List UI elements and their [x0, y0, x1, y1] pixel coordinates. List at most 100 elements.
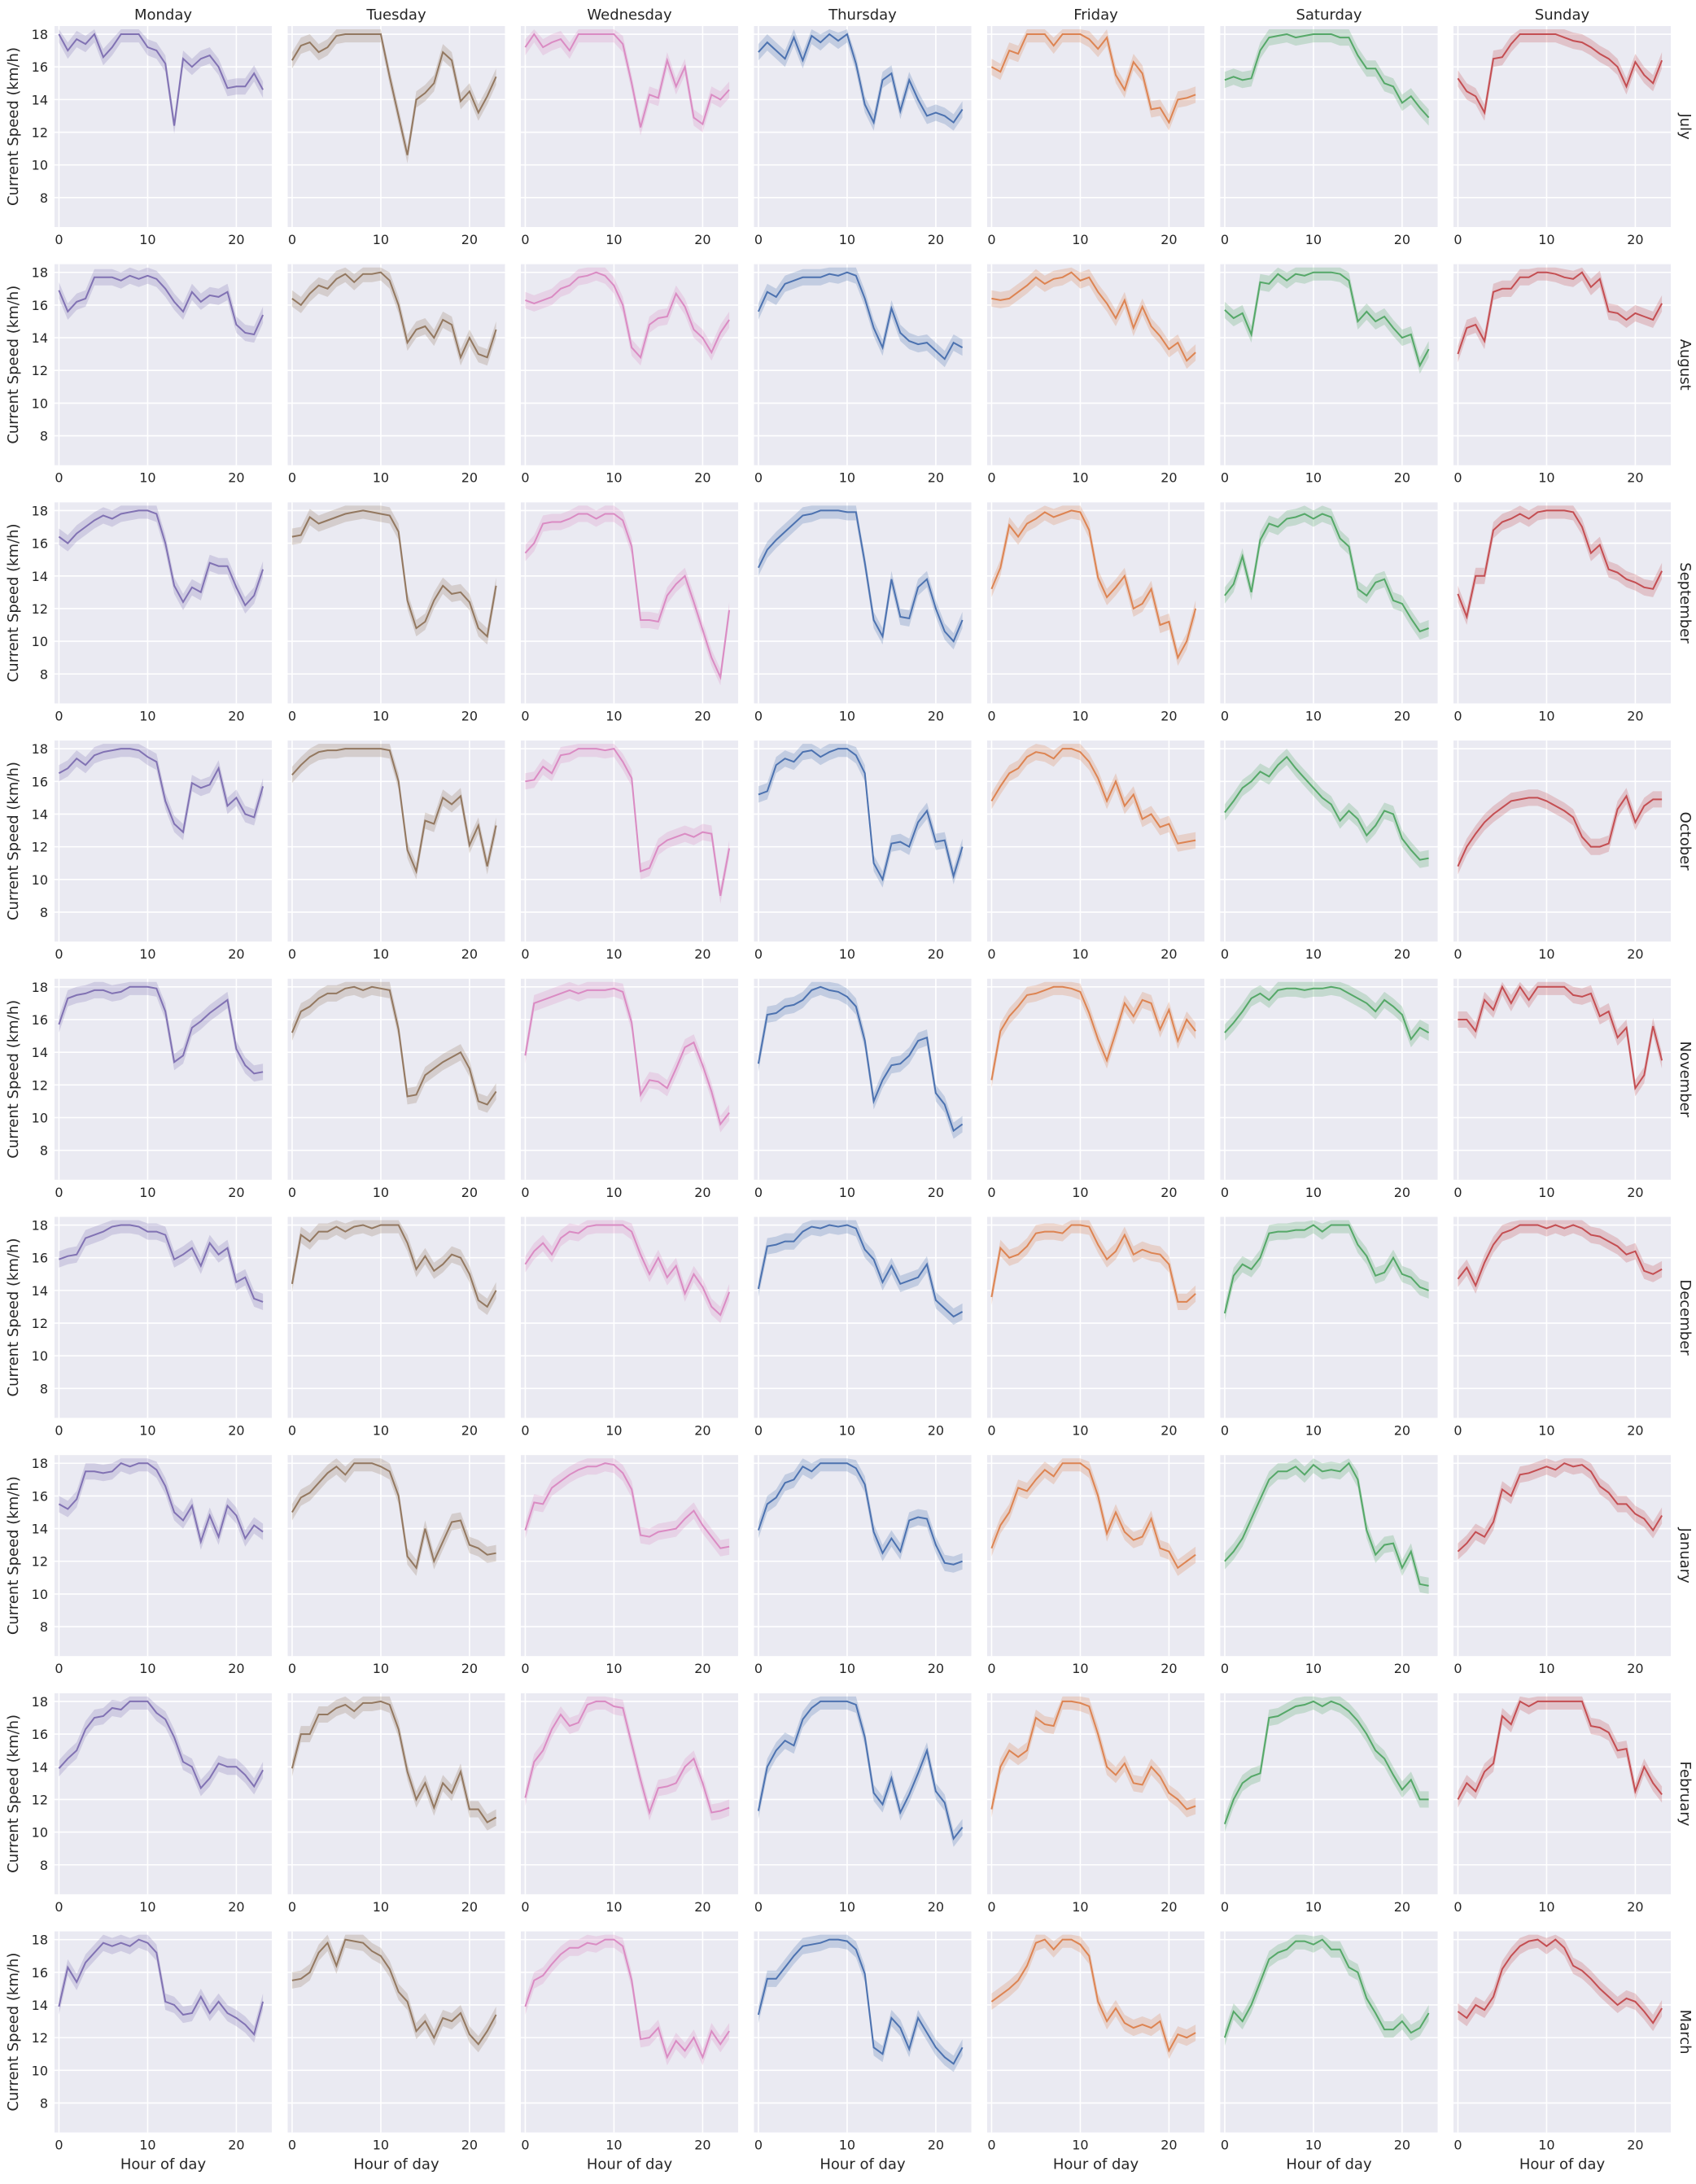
series-line-tuesday [291, 748, 497, 875]
x-tick-label: 0 [1221, 1661, 1229, 1676]
x-tick-label: 0 [55, 708, 63, 723]
confidence-band [1458, 1696, 1663, 1808]
x-tick-label: 0 [288, 708, 296, 723]
x-tick-label: 0 [987, 2138, 995, 2153]
column-title-friday: Friday [1073, 7, 1118, 24]
series-line-tuesday [291, 1938, 497, 2046]
x-tick-label: 10 [839, 470, 855, 486]
x-tick-label: 10 [839, 708, 855, 723]
x-tick-label: 0 [987, 232, 995, 247]
confidence-band [525, 744, 730, 904]
panel-background [287, 1693, 505, 1894]
series-line-sunday [1457, 509, 1663, 620]
series-line-thursday [757, 1938, 964, 2065]
column-title-sunday: Sunday [1535, 7, 1590, 24]
y-tick-label: 10 [32, 2063, 48, 2078]
x-tick-label: 0 [521, 1185, 529, 1200]
x-axis-label: Hour of day [1053, 2156, 1139, 2173]
y-tick-label: 16 [32, 1251, 48, 1266]
series-line-thursday [757, 1700, 964, 1841]
x-tick-label: 10 [139, 1899, 155, 1915]
confidence-band [1458, 29, 1663, 121]
panel-background [55, 1216, 272, 1418]
panel-background [1453, 740, 1671, 942]
x-tick-label: 0 [1221, 946, 1229, 962]
panel-background [287, 1216, 505, 1418]
x-tick-label: 10 [1538, 1661, 1554, 1676]
series-line-friday [990, 748, 1196, 845]
x-tick-label: 0 [521, 1423, 529, 1439]
panel-july-monday: 0 10 20 8 10 12 14 16 18 [32, 26, 272, 247]
y-axis-label: Current Speed (km/h) [5, 1476, 22, 1635]
confidence-band [291, 267, 496, 366]
confidence-band [758, 744, 963, 888]
x-tick-label: 10 [1538, 1899, 1554, 1915]
y-tick-label: 8 [40, 666, 48, 682]
x-tick-label: 20 [694, 1661, 710, 1676]
panel-background [987, 502, 1204, 704]
panel-background [1220, 264, 1438, 465]
x-tick-label: 0 [1453, 1661, 1462, 1676]
panel-march-wednesday: 0 10 20 Hour of day [521, 1931, 738, 2173]
x-tick-label: 20 [1394, 1899, 1410, 1915]
confidence-band [758, 29, 963, 131]
x-tick-label: 0 [1453, 946, 1462, 962]
x-tick-label: 20 [1161, 232, 1177, 247]
x-tick-label: 10 [1072, 470, 1088, 486]
panel-august-thursday: 0 10 20 [754, 264, 972, 486]
series-line-friday [990, 1224, 1196, 1303]
panel-background [521, 1931, 738, 2133]
x-tick-label: 20 [1161, 1899, 1177, 1915]
panel-january-tuesday: 0 10 20 [287, 1455, 505, 1676]
panel-background [521, 1455, 738, 1657]
x-tick-label: 20 [228, 1661, 244, 1676]
panel-background [1453, 26, 1671, 227]
x-tick-label: 10 [1072, 1423, 1088, 1439]
series-line-saturday [1224, 755, 1429, 861]
x-tick-label: 10 [605, 946, 622, 962]
panel-november-thursday: 0 10 20 [754, 978, 972, 1200]
series-line-wednesday [524, 1224, 731, 1317]
panel-background [1220, 978, 1438, 1180]
y-axis-label: Current Speed (km/h) [5, 1238, 22, 1397]
x-tick-label: 10 [1305, 946, 1322, 962]
x-tick-label: 0 [987, 946, 995, 962]
x-tick-label: 20 [928, 1185, 944, 1200]
series-line-saturday [1223, 1700, 1429, 1824]
x-tick-label: 0 [754, 1661, 763, 1676]
x-tick-label: 0 [55, 1899, 63, 1915]
x-tick-label: 20 [1161, 708, 1177, 723]
x-tick-label: 0 [1221, 1899, 1229, 1915]
panel-march-friday: 0 10 20 Hour of day [987, 1931, 1204, 2173]
series-line-monday [58, 33, 264, 126]
x-tick-label: 10 [373, 1661, 389, 1676]
series-line-tuesday [291, 33, 497, 155]
panel-february-thursday: 0 10 20 [754, 1693, 972, 1915]
x-tick-label: 20 [461, 1899, 478, 1915]
x-tick-label: 0 [754, 1899, 763, 1915]
y-axis-label: Current Speed (km/h) [5, 1000, 22, 1159]
x-tick-label: 10 [139, 946, 155, 962]
x-tick-label: 20 [1161, 1661, 1177, 1676]
panel-january-friday: 0 10 20 [987, 1455, 1204, 1676]
y-tick-label: 8 [40, 1858, 48, 1873]
series-line-monday [58, 748, 264, 834]
panel-background [1453, 1693, 1671, 1894]
x-tick-label: 20 [928, 2138, 944, 2153]
panel-september-saturday: 0 10 20 [1220, 502, 1438, 723]
x-tick-label: 20 [228, 2138, 244, 2153]
x-tick-label: 0 [1221, 708, 1229, 723]
x-tick-label: 0 [55, 232, 63, 247]
panel-background [754, 502, 972, 704]
panel-march-thursday: 0 10 20 Hour of day [754, 1931, 972, 2173]
x-tick-label: 10 [605, 1185, 622, 1200]
x-tick-label: 20 [461, 470, 478, 486]
x-tick-label: 20 [228, 1423, 244, 1439]
x-tick-label: 10 [1305, 232, 1322, 247]
panel-background [1453, 264, 1671, 465]
confidence-band [59, 29, 264, 134]
panel-background [521, 26, 738, 227]
x-tick-label: 20 [228, 1899, 244, 1915]
series-line-saturday [1224, 1461, 1429, 1587]
y-tick-label: 12 [32, 1554, 48, 1570]
